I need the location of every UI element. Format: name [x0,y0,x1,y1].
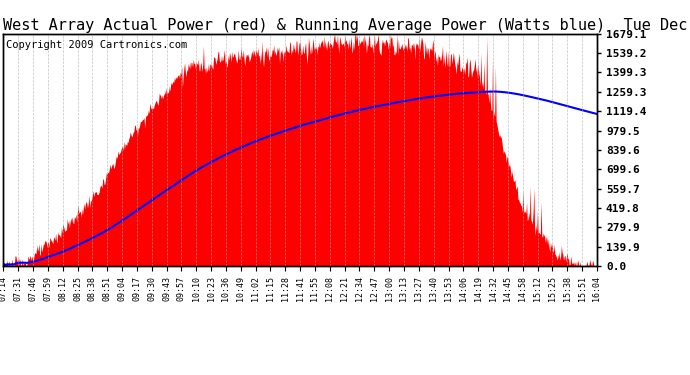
Text: West Array Actual Power (red) & Running Average Power (Watts blue)  Tue Dec 29 1: West Array Actual Power (red) & Running … [3,18,690,33]
Text: Copyright 2009 Cartronics.com: Copyright 2009 Cartronics.com [6,40,188,50]
